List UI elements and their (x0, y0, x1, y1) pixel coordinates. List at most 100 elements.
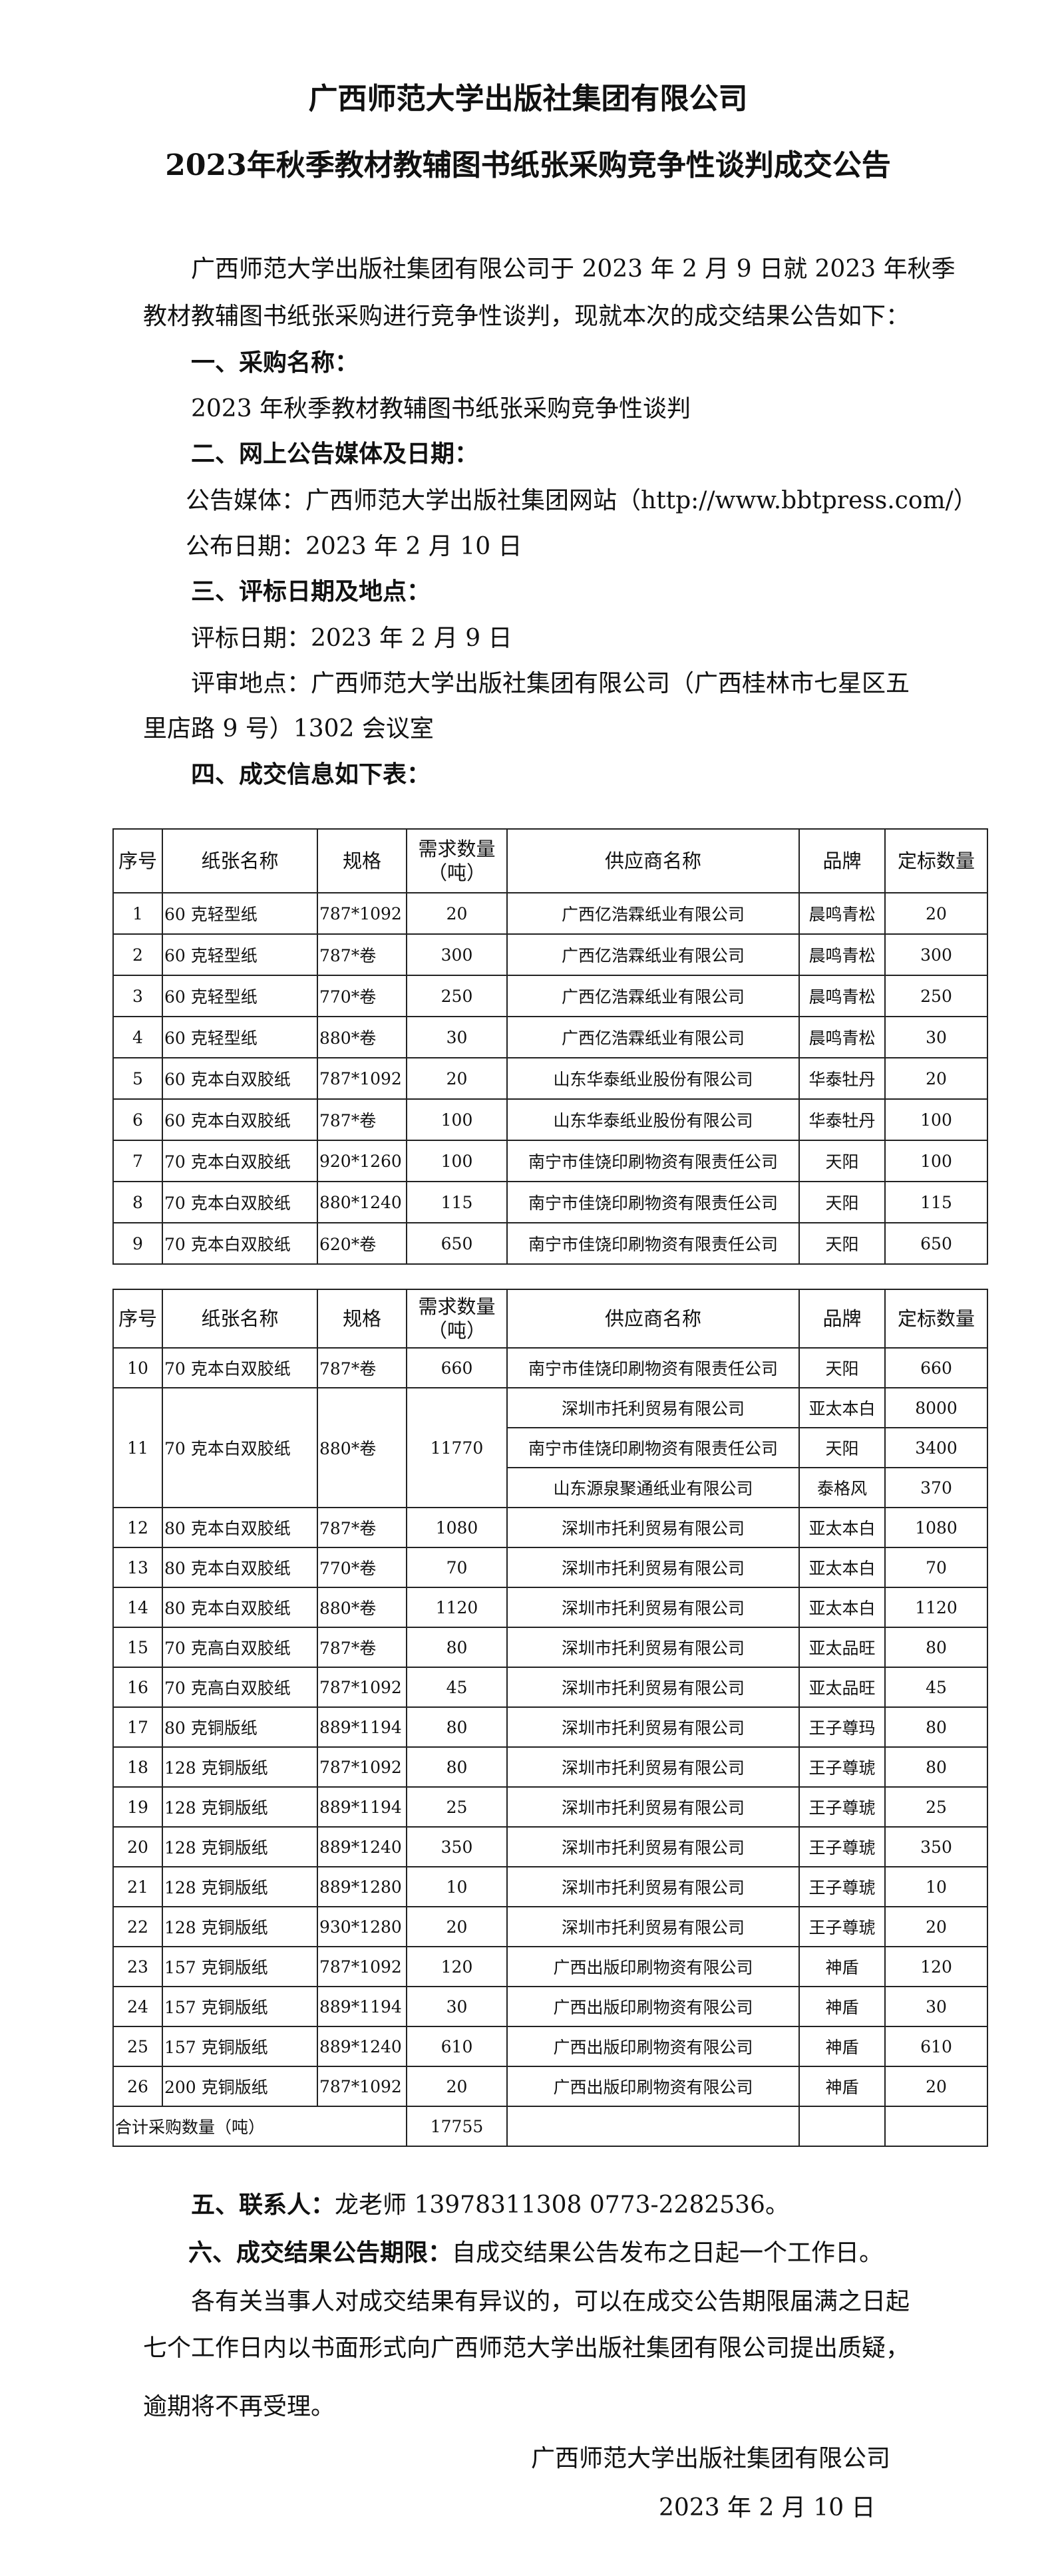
section-6-text: 自成交结果公告发布之日起一个工作日。 (452, 2239, 884, 2267)
spec: 889*1240 (317, 1826, 407, 1867)
spec: 620*卷 (317, 1222, 407, 1265)
header-brand: 品牌 (798, 828, 886, 893)
header-demand: 需求数量（吨） (406, 1289, 508, 1349)
brand: 天阳 (798, 1347, 886, 1388)
header-no: 序号 (112, 828, 163, 893)
awarded-qty: 30 (884, 1016, 988, 1058)
row-no: 1 (112, 892, 163, 935)
section-3-date: 评标日期：2023 年 2 月 9 日 (191, 625, 512, 652)
brand: 晨鸣青松 (798, 1016, 886, 1058)
paper-name: 157 克铜版纸 (162, 2026, 318, 2067)
paper-name: 80 克本白双胶纸 (162, 1587, 318, 1628)
awarded-qty: 300 (884, 933, 988, 976)
header-no: 序号 (112, 1289, 163, 1349)
spec: 880*卷 (317, 1587, 407, 1628)
demand-qty: 20 (406, 2066, 508, 2107)
table-row: 10 70 克本白双胶纸 787*卷 660 南宁市佳饶印刷物资有限责任公司 天阳 660 (112, 1347, 988, 1388)
row-no: 3 (112, 975, 163, 1017)
brand: 泰格风 (798, 1467, 886, 1508)
table-row: 4 60 克轻型纸 880*卷 30 广西亿浩霖纸业有限公司 晨鸣青松 30 (112, 1016, 988, 1058)
awarded-qty: 120 (884, 1946, 988, 1987)
header-paper-name: 纸张名称 (162, 828, 318, 893)
table-row: 5 60 克本白双胶纸 787*1092 20 山东华泰纸业股份有限公司 华泰牡丹 20 (112, 1057, 988, 1100)
section-1-heading: 一、采购名称： (191, 349, 359, 377)
demand-qty: 80 (406, 1706, 508, 1748)
paper-name: 70 克本白双胶纸 (162, 1347, 318, 1388)
supplier-name: 南宁市佳饶印刷物资有限责任公司 (506, 1347, 800, 1388)
paper-name: 80 克本白双胶纸 (162, 1547, 318, 1588)
supplier-name: 深圳市托利贸易有限公司 (506, 1387, 800, 1428)
brand: 王子尊琥 (798, 1826, 886, 1867)
brand: 亚太本白 (798, 1387, 886, 1428)
demand-qty: 100 (406, 1098, 508, 1141)
signature-org: 广西师范大学出版社集团有限公司 (531, 2445, 891, 2472)
supplier-name: 南宁市佳饶印刷物资有限责任公司 (506, 1140, 800, 1182)
row-no: 10 (112, 1347, 163, 1388)
awarded-qty: 610 (884, 2026, 988, 2067)
spec: 889*1240 (317, 2026, 407, 2067)
brand: 晨鸣青松 (798, 933, 886, 976)
awarded-qty: 1080 (884, 1507, 988, 1548)
awarded-qty: 20 (884, 2066, 988, 2107)
spec: 889*1194 (317, 1706, 407, 1748)
table-row: 南宁市佳饶印刷物资有限责任公司 天阳 3400 (113, 1427, 988, 1468)
spec: 770*卷 (317, 975, 407, 1017)
brand: 亚太品旺 (798, 1627, 886, 1668)
brand: 天阳 (798, 1140, 886, 1182)
awarded-qty: 3400 (884, 1427, 988, 1468)
total-value: 17755 (406, 2106, 508, 2147)
intro-line-2: 教材教辅图书纸张采购进行竞争性谈判，现就本次的成交结果公告如下： (143, 303, 910, 330)
objection-line-3: 逾期将不再受理。 (143, 2393, 335, 2420)
table-row: 8 70 克本白双胶纸 880*1240 115 南宁市佳饶印刷物资有限责任公司 天阳 11… (112, 1181, 988, 1223)
row-no: 15 (112, 1627, 163, 1668)
demand-qty: 70 (406, 1547, 508, 1588)
supplier-name: 广西出版印刷物资有限公司 (506, 2026, 800, 2067)
supplier-name: 深圳市托利贸易有限公司 (506, 1507, 800, 1548)
awarded-qty: 80 (884, 1706, 988, 1748)
awarded-qty: 45 (884, 1667, 988, 1708)
paper-name: 60 克本白双胶纸 (162, 1057, 318, 1100)
row-no: 14 (112, 1587, 163, 1628)
section-6: 六、成交结果公告期限：自成交结果公告发布之日起一个工作日。 (188, 2233, 883, 2268)
row-no: 20 (112, 1826, 163, 1867)
document-subtitle: 2023年秋季教材教辅图书纸张采购竞争性谈判成交公告 (165, 148, 891, 182)
section-1-text: 2023 年秋季教材教辅图书纸张采购竞争性谈判 (191, 395, 691, 422)
header-awarded-qty: 定标数量 (884, 828, 988, 893)
row-no: 16 (112, 1667, 163, 1708)
signature-date: 2023 年 2 月 10 日 (659, 2494, 876, 2521)
row-no: 18 (112, 1746, 163, 1788)
awarded-qty: 80 (884, 1746, 988, 1788)
awarded-qty: 100 (884, 1140, 988, 1182)
supplier-name: 山东源泉聚通纸业有限公司 (506, 1467, 800, 1508)
brand: 天阳 (798, 1222, 886, 1265)
row-no: 26 (112, 2066, 163, 2107)
spec: 787*1092 (317, 2066, 407, 2107)
brand: 晨鸣青松 (798, 975, 886, 1017)
brand: 王子尊琥 (798, 1746, 886, 1788)
spec: 880*卷 (317, 1016, 407, 1058)
demand-qty: 20 (406, 1057, 508, 1100)
awarded-qty: 350 (884, 1826, 988, 1867)
section-2-date: 公布日期：2023 年 2 月 10 日 (186, 533, 522, 560)
paper-name: 128 克铜版纸 (162, 1746, 318, 1788)
document-title: 广西师范大学出版社集团有限公司 (308, 82, 748, 116)
paper-name: 60 克本白双胶纸 (162, 1098, 318, 1141)
supplier-name: 深圳市托利贸易有限公司 (506, 1866, 800, 1907)
table-row: 9 70 克本白双胶纸 620*卷 650 南宁市佳饶印刷物资有限责任公司 天阳 650 (112, 1222, 988, 1265)
demand-qty: 80 (406, 1746, 508, 1788)
awarded-qty: 370 (884, 1467, 988, 1508)
awarded-qty: 20 (884, 1906, 988, 1947)
contact-info: 龙老师 13978311308 0773-2282536。 (335, 2191, 789, 2219)
row-no: 24 (112, 1986, 163, 2027)
supplier-name: 广西出版印刷物资有限公司 (506, 1946, 800, 1987)
spec: 787*卷 (317, 933, 407, 976)
demand-qty: 20 (406, 892, 508, 935)
table-row: 16 70 克高白双胶纸 787*1092 45 深圳市托利贸易有限公司 亚太品旺 45 (112, 1667, 988, 1708)
header-brand: 品牌 (798, 1289, 886, 1349)
spec: 787*1092 (317, 1746, 407, 1788)
header-spec: 规格 (317, 828, 407, 893)
demand-qty: 30 (406, 1986, 508, 2027)
row-no: 21 (112, 1866, 163, 1907)
paper-name: 200 克铜版纸 (162, 2066, 318, 2107)
paper-name: 128 克铜版纸 (162, 1786, 318, 1828)
